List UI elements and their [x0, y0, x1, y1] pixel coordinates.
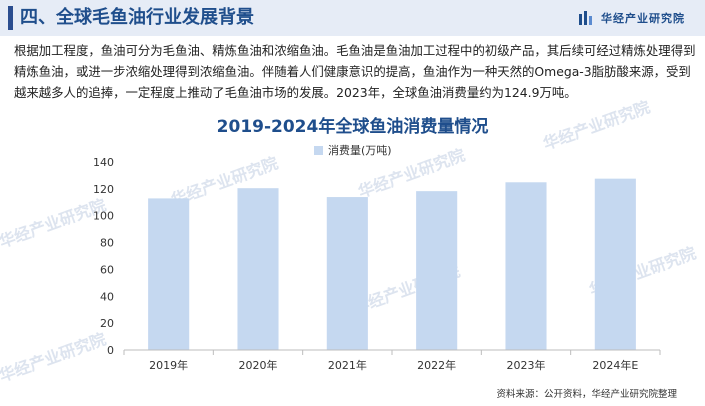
x-axis: 2019年 2020年 2021年 2022年 2023年 2024年E: [123, 350, 661, 372]
x-tick-label: 2021年: [328, 358, 367, 372]
bar: [237, 188, 279, 350]
bar: [148, 198, 190, 350]
bar: [326, 197, 368, 350]
intro-paragraph: 根据加工程度，鱼油可分为毛鱼油、精炼鱼油和浓缩鱼油。毛鱼油是鱼油加工过程中的初级…: [14, 43, 696, 100]
brand-logo-icon: [579, 11, 592, 25]
x-tick-label: 2023年: [507, 358, 546, 372]
bar: [505, 182, 547, 350]
chart-legend: 消费量(万吨): [314, 142, 392, 158]
y-tick-label: 20: [100, 317, 114, 330]
y-tick-label: 60: [100, 263, 114, 276]
y-tick-label: 100: [93, 210, 114, 223]
y-tick-label: 0: [107, 344, 114, 357]
x-tick-label: 2022年: [417, 358, 456, 372]
y-tick-label: 40: [100, 290, 114, 303]
legend-swatch: [314, 145, 323, 155]
chart-title: 2019-2024年全球鱼油消费量情况: [216, 117, 489, 137]
brand-name: 华经产业研究院: [601, 12, 685, 25]
x-tick-label: 2020年: [239, 358, 278, 372]
section-title: 四、全球毛鱼油行业发展背景: [20, 7, 254, 28]
x-tick-label: 2019年: [149, 358, 188, 372]
source-note: 资料来源：公开资料，华经产业研究院整理: [496, 389, 677, 400]
x-tick-label: 2024年E: [592, 358, 638, 372]
bar: [416, 191, 458, 350]
legend-label: 消费量(万吨): [328, 144, 392, 157]
bar: [594, 178, 636, 350]
y-tick-label: 80: [100, 237, 114, 250]
y-axis: 0 20 40 60 80 100 120 140: [93, 156, 114, 357]
bars: [148, 178, 636, 350]
header-accent-bar: [8, 6, 13, 30]
y-tick-label: 120: [93, 183, 114, 196]
brand: 华经产业研究院: [579, 9, 685, 27]
y-tick-label: 140: [93, 156, 114, 169]
section-header: 四、全球毛鱼油行业发展背景 华经产业研究院: [0, 0, 705, 36]
